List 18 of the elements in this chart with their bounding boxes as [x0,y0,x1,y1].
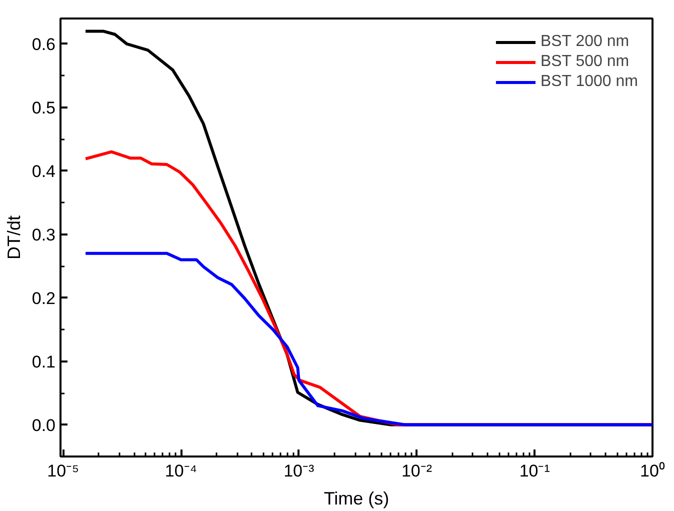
legend-label: BST 200 nm [540,33,630,51]
y-tick-label: 0.4 [32,162,56,181]
y-tick-label: 0.1 [32,352,56,372]
x-tick-label: 10⁻⁵ [47,462,80,480]
y-tick-label: 0.6 [32,34,56,54]
legend-label: BST 500 nm [540,53,630,71]
x-tick-label: 10⁻³ [284,462,314,480]
legend-label: BST 1000 nm [540,73,638,91]
y-tick-label: 0.0 [32,416,56,435]
x-tick-label: 10⁻² [401,462,432,480]
x-axis-title: Time (s) [324,488,390,508]
x-tick-label: 10⁰ [640,462,665,480]
y-tick-label: 0.5 [32,98,56,118]
y-axis-title: DT/dt [4,215,24,260]
x-tick-label: 10⁻¹ [519,462,550,480]
y-tick-label: 0.2 [32,288,56,308]
y-tick-label: 0.3 [32,225,56,244]
x-tick-label: 10⁻⁴ [164,462,198,480]
